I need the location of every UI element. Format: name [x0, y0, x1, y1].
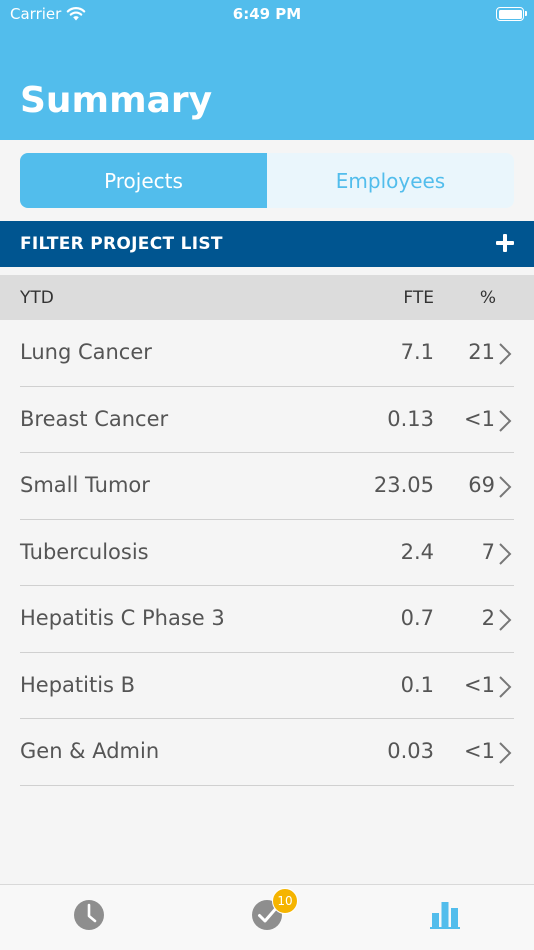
project-fte: 0.13 — [387, 406, 434, 431]
chevron-right-icon — [499, 609, 512, 631]
project-name: Gen & Admin — [20, 739, 160, 763]
bar-chart-icon[interactable] — [429, 899, 461, 931]
project-list: Lung Cancer 7.1 21 Breast Cancer 0.13 <1… — [0, 320, 534, 786]
table-row[interactable]: Hepatitis B 0.1 <1 — [20, 653, 514, 719]
project-fte: 7.1 — [400, 340, 434, 364]
segmented-control: Projects Employees — [20, 153, 514, 208]
carrier-label: Carrier — [10, 5, 62, 23]
project-pct: 7 — [481, 539, 495, 564]
page-title: Summary — [20, 80, 213, 121]
header-pct: % — [479, 288, 496, 308]
project-pct: <1 — [464, 672, 495, 697]
segment-employees[interactable]: Employees — [335, 168, 446, 193]
filter-label: FILTER PROJECT LIST — [20, 234, 223, 254]
chevron-right-icon — [499, 675, 512, 698]
table-row[interactable]: Hepatitis C Phase 3 0.7 2 — [20, 586, 514, 653]
chevron-right-icon — [499, 409, 512, 432]
table-header: YTD FTE % — [0, 275, 534, 320]
project-pct: 21 — [468, 340, 495, 364]
project-fte: 0.03 — [387, 739, 434, 763]
project-name: Tuberculosis — [20, 539, 149, 564]
tab-bar — [0, 884, 534, 950]
table-row[interactable]: Breast Cancer 0.13 <1 — [20, 387, 514, 453]
project-pct: <1 — [464, 739, 495, 763]
header-ytd: YTD — [20, 288, 54, 308]
project-name: Hepatitis B — [20, 672, 136, 697]
chevron-right-icon — [499, 476, 512, 498]
wifi-icon — [66, 7, 86, 21]
status-time: 6:49 PM — [232, 5, 302, 23]
table-row[interactable]: Tuberculosis 2.4 7 — [20, 520, 514, 586]
chevron-right-icon — [499, 343, 512, 365]
battery-icon — [496, 7, 527, 21]
project-fte: 2.4 — [400, 539, 434, 564]
status-bar: Carrier 6:49 PM — [0, 0, 534, 30]
header-fte: FTE — [403, 288, 434, 308]
notification-badge: 10 — [272, 888, 298, 914]
header: Carrier 6:49 PM Summary — [0, 0, 534, 140]
table-row[interactable]: Lung Cancer 7.1 21 — [20, 320, 514, 387]
chevron-right-icon — [499, 542, 512, 565]
filter-bar[interactable]: FILTER PROJECT LIST — [0, 221, 534, 267]
project-name: Lung Cancer — [20, 340, 152, 364]
segment-projects[interactable]: Projects — [20, 153, 267, 208]
table-row[interactable]: Gen & Admin 0.03 <1 — [20, 719, 514, 786]
chevron-right-icon — [499, 742, 512, 764]
plus-icon[interactable] — [494, 232, 516, 254]
clock-icon[interactable] — [73, 899, 105, 931]
project-name: Small Tumor — [20, 473, 150, 497]
table-row[interactable]: Small Tumor 23.05 69 — [20, 453, 514, 520]
project-name: Hepatitis C Phase 3 — [20, 606, 225, 630]
project-fte: 23.05 — [373, 473, 434, 497]
project-fte: 0.7 — [400, 606, 434, 630]
project-pct: 69 — [468, 473, 495, 497]
project-fte: 0.1 — [400, 672, 434, 697]
project-pct: <1 — [464, 406, 495, 431]
project-name: Breast Cancer — [20, 406, 169, 431]
project-pct: 2 — [481, 606, 495, 630]
